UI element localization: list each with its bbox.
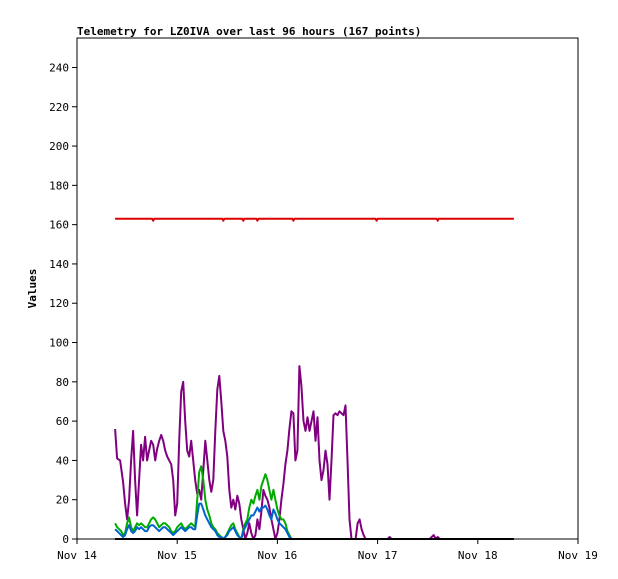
chart-title: Telemetry for LZ0IVA over last 96 hours … xyxy=(77,25,421,38)
x-tick-label: Nov 15 xyxy=(157,549,197,562)
y-tick-label: 140 xyxy=(49,258,69,271)
y-tick-label: 100 xyxy=(49,337,69,350)
x-tick-label: Nov 17 xyxy=(358,549,398,562)
y-tick-label: 160 xyxy=(49,219,69,232)
y-tick-label: 180 xyxy=(49,179,69,192)
x-tick-label: Nov 14 xyxy=(57,549,97,562)
y-tick-label: 60 xyxy=(56,415,69,428)
y-tick-label: 80 xyxy=(56,376,69,389)
y-tick-label: 0 xyxy=(62,533,69,546)
y-tick-label: 200 xyxy=(49,140,69,153)
y-tick-label: 220 xyxy=(49,101,69,114)
series-line-1 xyxy=(115,217,514,222)
x-axis: Nov 14 Nov 15 Nov 16 Nov 17 Nov 18 Nov 19 xyxy=(57,539,598,562)
y-axis: 0 20 40 60 80 100 120 140 160 180 200 220 240 xyxy=(49,61,77,546)
y-tick-label: 240 xyxy=(49,61,69,74)
y-tick-label: 40 xyxy=(56,454,69,467)
x-tick-label: Nov 19 xyxy=(558,549,598,562)
x-tick-label: Nov 18 xyxy=(458,549,498,562)
y-axis-label: Values xyxy=(26,269,39,309)
x-tick-label: Nov 16 xyxy=(258,549,298,562)
series-group xyxy=(114,217,514,540)
y-tick-label: 20 xyxy=(56,494,69,507)
y-tick-label: 120 xyxy=(49,297,69,310)
